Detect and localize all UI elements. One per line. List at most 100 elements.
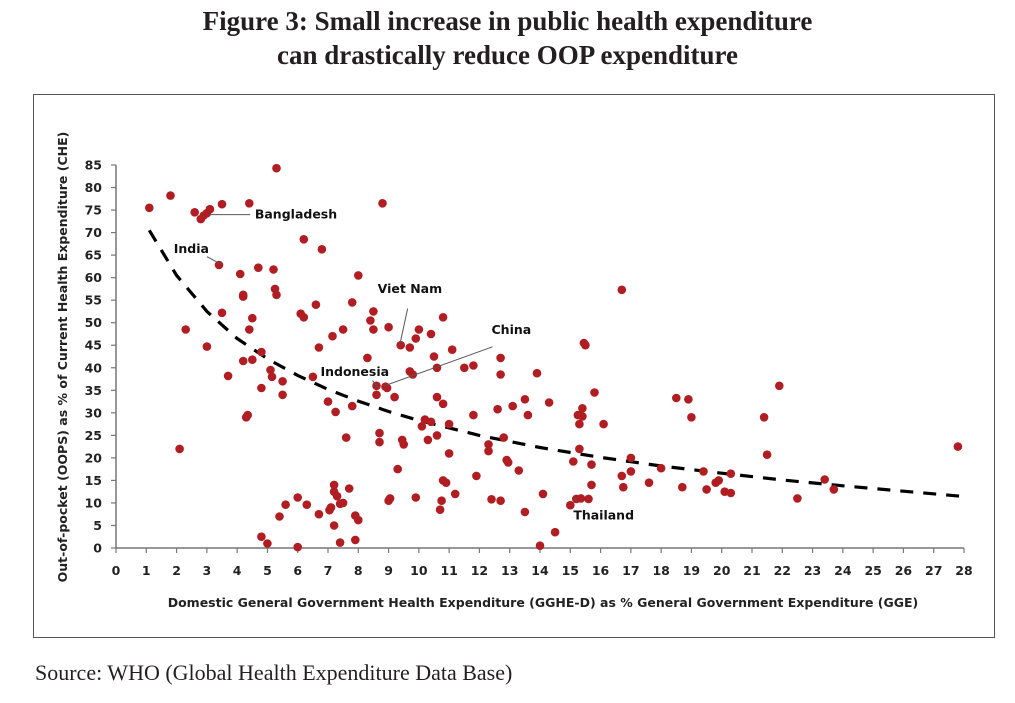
x-tick-label: 11 [440, 563, 457, 578]
data-point [266, 365, 275, 375]
data-point [644, 478, 654, 488]
annotation-leader-line [574, 498, 577, 502]
data-point [166, 191, 175, 200]
x-tick-label: 21 [743, 563, 760, 578]
x-tick-label: 16 [592, 563, 610, 578]
y-tick-label: 20 [85, 450, 103, 465]
x-tick-label: 9 [384, 563, 393, 578]
y-tick-label: 80 [85, 180, 103, 195]
data-point [493, 404, 502, 414]
annotation-leader-line [372, 380, 379, 389]
data-point [145, 203, 154, 213]
data-point [759, 413, 769, 422]
annotation-leader-line [206, 256, 222, 265]
y-tick-label: 85 [85, 158, 102, 173]
data-point [460, 363, 469, 373]
data-point [469, 410, 478, 420]
data-point [417, 422, 427, 431]
annotation-label: Indonesia [320, 364, 389, 379]
x-tick-label: 8 [354, 563, 363, 578]
data-point [278, 377, 287, 386]
data-point [762, 450, 772, 460]
data-point [414, 325, 424, 334]
x-tick-label: 3 [203, 563, 212, 578]
data-point [575, 444, 584, 454]
data-point [354, 515, 363, 525]
data-point [532, 368, 542, 378]
data-point [235, 269, 245, 279]
data-point [429, 352, 439, 361]
data-point [329, 480, 339, 490]
data-point [317, 245, 327, 254]
data-point [378, 199, 387, 208]
data-point [569, 457, 578, 466]
y-tick-label: 70 [85, 225, 103, 240]
data-point [338, 498, 348, 508]
data-point [311, 300, 321, 310]
data-point [302, 500, 312, 510]
x-tick-label: 5 [263, 563, 272, 578]
data-point [405, 343, 415, 352]
data-point [190, 208, 199, 217]
data-point [617, 285, 627, 295]
y-axis-title: Out-of-pocket (OOPS) as % of Current Hea… [55, 132, 70, 583]
data-point [253, 263, 263, 273]
data-point [323, 397, 333, 406]
y-tick-label: 30 [85, 405, 103, 420]
data-point [432, 431, 442, 440]
data-point [581, 340, 590, 350]
x-tick-label: 6 [293, 563, 302, 578]
data-point [281, 500, 290, 510]
axes: 0 1 2 3 4 5 6 7 8 9 10 11 12 13 14 15 16 17 18 19 20 21 22 23 24… [85, 158, 973, 579]
data-point [248, 355, 257, 365]
data-point [726, 488, 736, 498]
x-tick-label: 15 [562, 563, 579, 578]
data-point [684, 395, 693, 404]
x-tick-label: 24 [834, 563, 852, 578]
x-tick-label: 17 [622, 563, 639, 578]
data-point [726, 469, 736, 479]
data-point [538, 489, 548, 499]
figure-source: Source: WHO (Global Health Expenditure D… [35, 660, 513, 685]
data-point [384, 322, 393, 332]
data-point [820, 475, 829, 484]
data-point [411, 334, 421, 343]
x-tick-label: 10 [410, 563, 428, 578]
data-point [435, 505, 445, 514]
data-point [347, 401, 357, 411]
x-tick-label: 1 [142, 563, 151, 578]
annotation-leader-line [384, 346, 493, 387]
data-point [520, 395, 530, 404]
data-point [520, 507, 530, 517]
data-point [469, 361, 478, 370]
data-point [426, 329, 436, 339]
data-point [687, 413, 696, 422]
annotation-label: Bangladesh [255, 207, 337, 222]
y-tick-label: 0 [93, 541, 102, 556]
data-point [267, 372, 277, 382]
x-axis-title: Domestic General Government Health Expen… [168, 595, 919, 610]
data-point [578, 404, 587, 413]
data-point [496, 370, 505, 379]
annotation-label: China [492, 322, 532, 337]
data-point [447, 345, 457, 355]
data-point [953, 442, 963, 451]
data-point [314, 343, 324, 352]
data-point [544, 398, 554, 407]
y-tick-label: 45 [85, 338, 102, 353]
data-point [702, 485, 711, 494]
data-point [393, 464, 403, 474]
data-point [293, 493, 303, 502]
data-point [587, 480, 596, 490]
data-point [272, 163, 281, 173]
data-point [423, 435, 433, 445]
data-point [299, 313, 309, 322]
y-tick-label: 35 [85, 383, 102, 398]
annotations: Bangladesh India Viet Nam China Indonesia Tha… [174, 207, 634, 523]
data-point [444, 449, 454, 458]
data-point [245, 325, 254, 334]
data-point [217, 199, 227, 209]
data-point [175, 444, 184, 454]
data-point [341, 433, 351, 442]
data-point [587, 460, 596, 469]
